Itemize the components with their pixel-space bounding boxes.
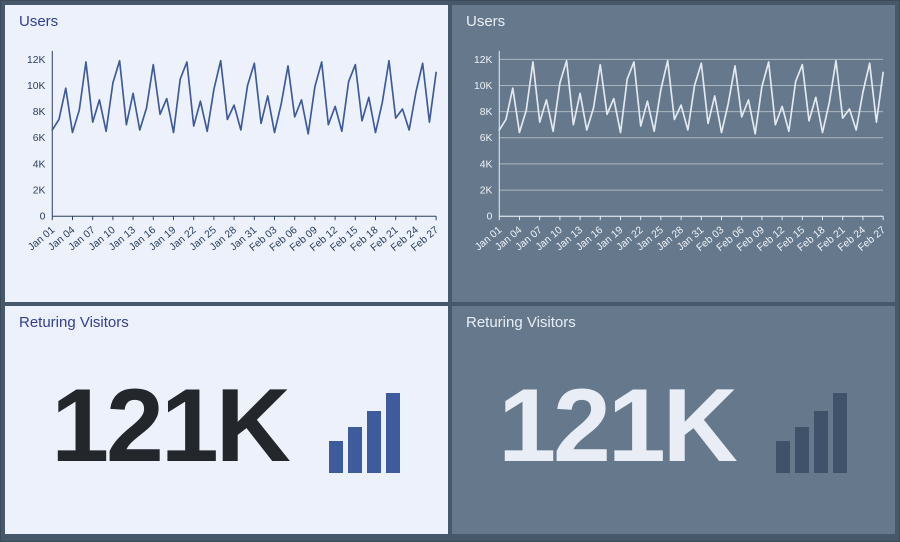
panel-returning-visitors-dark: Returing Visitors 121K (452, 306, 895, 534)
bar-chart-icon (775, 392, 847, 473)
svg-text:4K: 4K (480, 159, 493, 170)
bar-chart-icon (328, 392, 400, 473)
panel-title-users-dark: Users (466, 13, 506, 30)
kpi-body-dark: 121K (452, 331, 895, 534)
panel-users-dark: Users 0 2K 4K 6K 8K 10K 12K Jan 01 Jan 04 Jan 07 J… (452, 5, 895, 302)
kpi-body-light: 121K (5, 331, 448, 534)
svg-text:10K: 10K (474, 81, 492, 92)
panel-title-visitors-dark: Returing Visitors (466, 314, 576, 331)
panel-returning-visitors-light: Returing Visitors 121K (5, 306, 448, 534)
panel-title-visitors-light: Returing Visitors (19, 314, 129, 331)
svg-text:12K: 12K (474, 55, 492, 66)
svg-text:0: 0 (487, 212, 493, 223)
svg-text:0: 0 (40, 212, 46, 223)
svg-text:6K: 6K (33, 133, 46, 144)
chart-area-light: 0 2K 4K 6K 8K 10K 12K Jan 01 Jan 04 Jan 07 Jan 10 J… (5, 30, 448, 302)
svg-text:2K: 2K (33, 186, 46, 197)
panel-title-users-light: Users (19, 13, 59, 30)
panel-users-light: Users 0 2K 4K 6K 8K 10K 12K Jan 01 Jan 04 Jan 07 J… (5, 5, 448, 302)
svg-text:2K: 2K (480, 186, 493, 197)
svg-text:8K: 8K (480, 107, 493, 118)
kpi-value-dark: 121K (498, 367, 738, 484)
svg-text:10K: 10K (27, 81, 45, 92)
svg-text:8K: 8K (33, 107, 46, 118)
svg-text:12K: 12K (27, 55, 45, 66)
chart-area-dark: 0 2K 4K 6K 8K 10K 12K Jan 01 Jan 04 Jan 07 Jan 10 J… (452, 30, 895, 302)
svg-text:4K: 4K (33, 159, 46, 170)
svg-text:6K: 6K (480, 133, 493, 144)
kpi-value-light: 121K (51, 367, 291, 484)
